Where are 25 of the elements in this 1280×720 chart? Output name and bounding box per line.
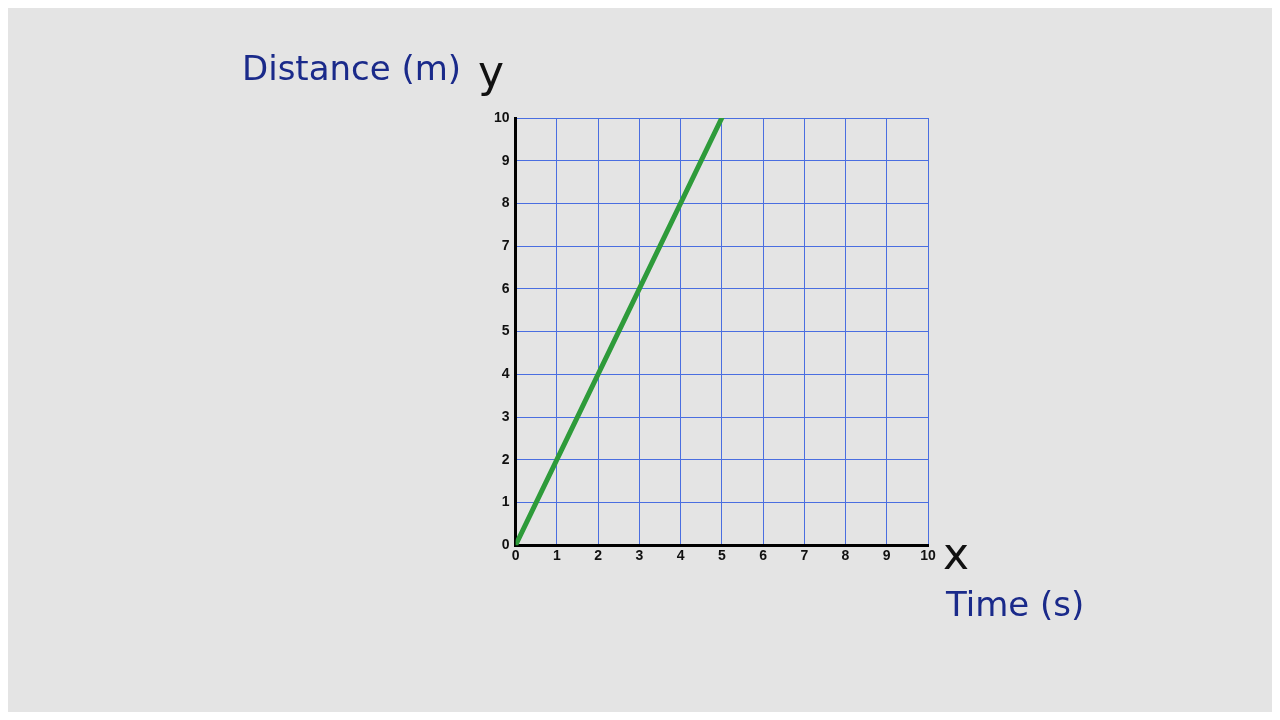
- y-tick-label: 10: [493, 108, 510, 125]
- x-tick-label: 9: [882, 547, 891, 564]
- x-tick-label: 8: [841, 547, 850, 564]
- y-tick-label: 9: [501, 151, 510, 168]
- text: y: [478, 46, 505, 97]
- y-tick-label: 7: [501, 237, 510, 254]
- y-tick-label: 1: [501, 493, 510, 510]
- y-tick-label: 4: [501, 365, 510, 382]
- x-tick-label: 3: [635, 547, 644, 564]
- y-axis-title: Distance (m): [242, 48, 462, 88]
- x-tick-label: 5: [717, 547, 726, 564]
- y-tick-label: 3: [501, 407, 510, 424]
- x-axis-title: Time (s): [946, 584, 1085, 624]
- x-tick-label: 10: [920, 547, 936, 564]
- x-tick-label: 1: [552, 547, 561, 564]
- x-tick-label: 4: [676, 547, 685, 564]
- y-tick-label: 8: [501, 194, 510, 211]
- x-tick-label: 7: [800, 547, 809, 564]
- y-tick-label: 5: [501, 322, 510, 339]
- x-tick-label: 6: [759, 547, 768, 564]
- y-tick-label: 6: [501, 279, 510, 296]
- y-tick-label: 2: [501, 450, 510, 467]
- text: x: [943, 528, 970, 579]
- y-tick-label: 0: [501, 536, 510, 553]
- x-tick-label: 2: [594, 547, 603, 564]
